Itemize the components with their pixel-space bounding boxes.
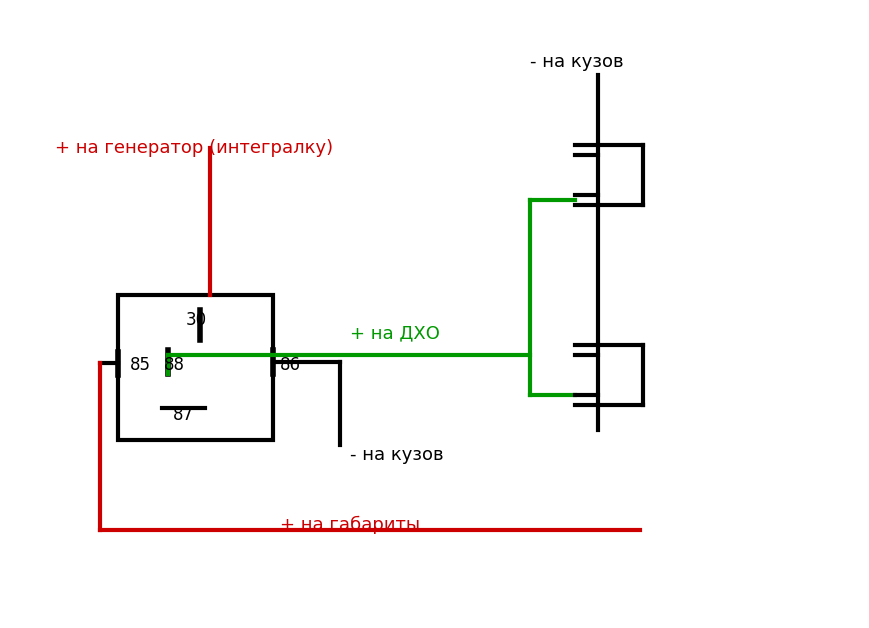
Text: + на габариты: + на габариты <box>280 516 420 534</box>
Text: 85: 85 <box>129 356 150 374</box>
Bar <box>118 295 273 440</box>
Text: + на ДХО: + на ДХО <box>349 324 440 342</box>
Text: - на кузов: - на кузов <box>349 446 443 464</box>
Text: 30: 30 <box>185 311 206 329</box>
Text: + на генератор (интегралку): + на генератор (интегралку) <box>55 139 333 157</box>
Text: 88: 88 <box>163 356 184 374</box>
Text: 86: 86 <box>279 356 300 374</box>
Text: 87: 87 <box>172 406 193 424</box>
Text: - на кузов: - на кузов <box>529 53 623 71</box>
